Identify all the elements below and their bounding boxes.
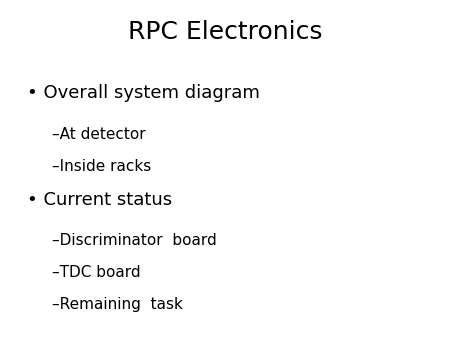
Text: • Current status: • Current status — [27, 191, 172, 209]
Text: –Inside racks: –Inside racks — [52, 159, 151, 174]
Text: –At detector: –At detector — [52, 127, 145, 142]
Text: RPC Electronics: RPC Electronics — [128, 20, 322, 44]
Text: –Discriminator  board: –Discriminator board — [52, 233, 216, 248]
Text: –Remaining  task: –Remaining task — [52, 297, 183, 312]
Text: • Overall system diagram: • Overall system diagram — [27, 84, 260, 102]
Text: –TDC board: –TDC board — [52, 265, 140, 280]
